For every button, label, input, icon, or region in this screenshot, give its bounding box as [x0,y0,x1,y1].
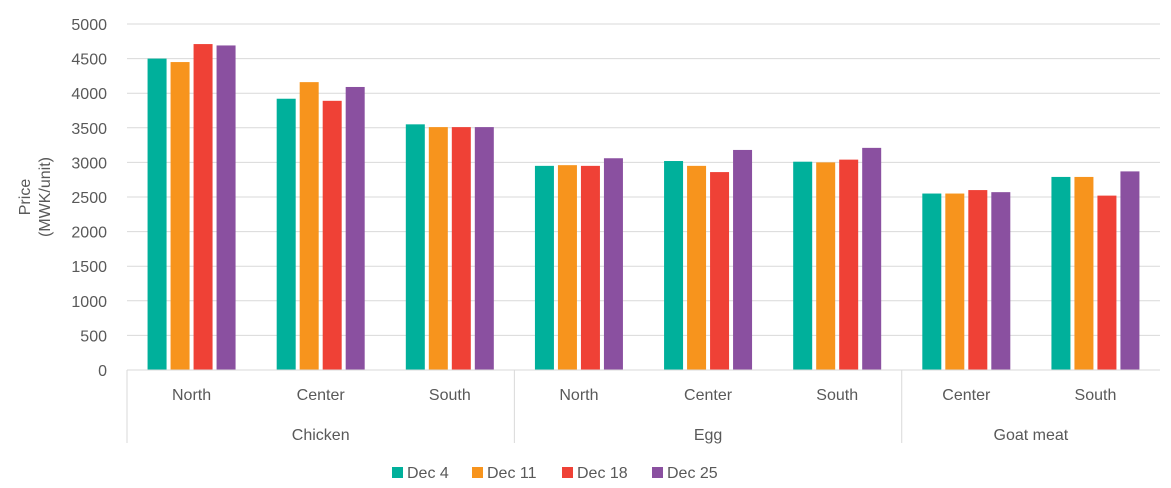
y-axis-title-line-2: (MWK/unit) [37,157,54,237]
bar [1097,195,1117,370]
y-axis-ticks: 0 500 1000 1500 2000 2500 3000 3500 4000 4500 5000 [71,17,107,380]
y-tick-label: 0 [98,363,107,380]
bar [428,127,448,370]
x-category-label: Center [942,387,991,404]
legend-swatch [392,467,403,478]
bar [193,44,213,371]
x-category-label: South [429,387,471,404]
legend-swatch [562,467,573,478]
bars [147,44,1140,371]
legend-swatch [472,467,483,478]
bar [1074,176,1094,370]
y-axis-title: Price (MWK/unit) [17,157,54,237]
bar [534,165,554,370]
y-tick-label: 3000 [71,155,107,172]
bar [968,190,988,370]
x-group-label: Chicken [292,427,350,444]
x-group-label: Goat meat [994,427,1069,444]
bar [710,172,730,370]
x-category-label: Center [684,387,733,404]
x-group-label: Egg [694,427,722,444]
bar [839,159,859,370]
x-category-label: South [816,387,858,404]
bar [405,124,425,370]
bar [322,100,342,370]
bar [1120,171,1140,370]
bar [147,58,167,370]
bar [664,161,684,370]
bar [687,165,707,370]
bar [816,162,836,370]
bar [345,86,365,371]
legend: Dec 4 Dec 11 Dec 18 Dec 25 [392,465,718,482]
legend-label: Dec 25 [667,465,718,482]
legend-swatch [652,467,663,478]
bar [170,62,190,371]
x-category-label: North [559,387,598,404]
y-tick-label: 3500 [71,121,107,138]
bar [793,161,813,370]
bar [603,158,623,370]
x-category-label: North [172,387,211,404]
y-tick-label: 2000 [71,225,107,242]
legend-label: Dec 11 [487,465,537,482]
bar [580,165,600,370]
x-category-label: Center [297,387,346,404]
y-tick-label: 4500 [71,52,107,69]
legend-label: Dec 4 [407,465,449,482]
bar [1051,176,1071,370]
y-axis-title-line-1: Price [17,179,34,216]
bar [216,45,236,371]
bar [991,192,1011,370]
y-tick-label: 4000 [71,86,107,103]
bar [733,149,753,370]
bar [474,127,494,370]
bar [451,127,471,370]
y-tick-label: 5000 [71,17,107,34]
legend-label: Dec 18 [577,465,628,482]
x-axis: North Center South North Center South Center So… [126,369,1160,444]
x-category-label: South [1075,387,1117,404]
bar [557,165,577,370]
bar [922,193,942,370]
gridlines [127,23,1160,336]
bar [299,82,319,371]
y-tick-label: 1000 [71,294,107,311]
bar [276,98,296,371]
y-tick-label: 500 [80,328,107,345]
bar [862,147,882,370]
y-tick-label: 2500 [71,190,107,207]
bar [945,193,965,370]
y-tick-label: 1500 [71,259,107,276]
